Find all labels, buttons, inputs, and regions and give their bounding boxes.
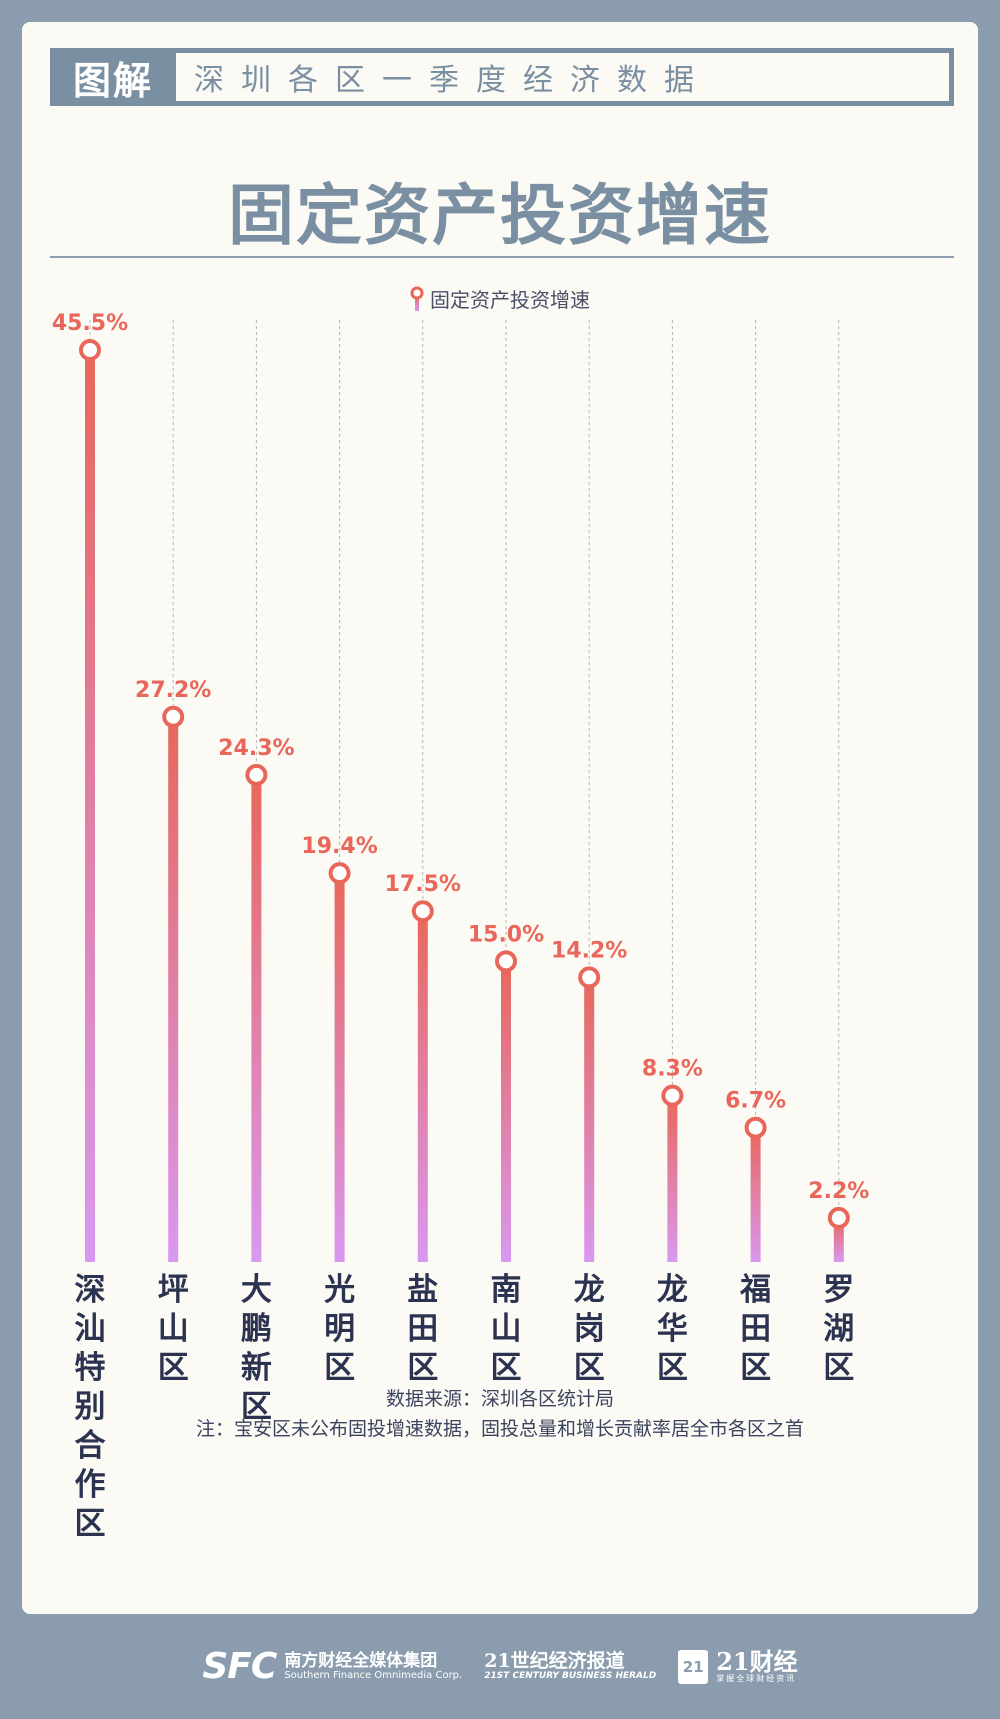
sfc-logo: SFC [202,1646,277,1687]
remark-note: 注：宝安区未公布固投增速数据，固投总量和增长贡献率居全市各区之首 [195,1418,804,1440]
lollipop-stem [417,911,428,1262]
lollipop-stem [251,774,262,1262]
cj-logo: 21 [678,1649,709,1684]
value-label: 27.2% [135,678,211,703]
sfc-name-en: Southern Finance Omnimedia Corp. [284,1670,463,1682]
value-label: 17.5% [385,872,461,897]
header-tag: 图解 [72,57,153,103]
category-label: 光明区 [324,1272,355,1386]
lollipop-stem [584,977,595,1262]
title-divider [50,256,954,258]
header-subtitle: 深圳各区一季度经济数据 [176,53,949,101]
cj-name-cn: 21财经 [716,1646,798,1676]
lollipop-marker [411,900,434,923]
lollipop-stem [833,1217,844,1262]
sfc-brand: SFC 南方财经全媒体集团 Southern Finance Omnimedia… [202,1646,462,1687]
lollipop-marker [661,1084,684,1107]
lollipop-stem [334,873,345,1262]
value-label: 6.7% [725,1089,786,1114]
category-label: 大鹏新区 [241,1272,272,1425]
lollipop-marker [79,339,101,361]
sfc-name-cn: 南方财经全媒体集团 [284,1650,438,1671]
cj-slogan: 掌握全球财经资讯 [716,1674,797,1684]
cj-brand: 21 21财经 掌握全球财经资讯 [678,1646,798,1684]
value-label: 2.2% [808,1179,869,1204]
category-label: 福田区 [739,1272,771,1386]
value-label: 19.4% [301,834,377,859]
category-label: 盐田区 [407,1272,438,1386]
legend-label: 固定资产投资增速 [430,288,590,312]
lollipop-marker [328,862,351,885]
lollipop-stem [501,961,511,1262]
lollipop-stem [85,350,95,1262]
lollipop-marker [162,705,185,728]
chart-legend: 固定资产投资增速 [22,284,978,313]
herald-name-cn: 21世纪经济报道 [484,1650,625,1673]
chart-title: 固定资产投资增速 [228,177,772,254]
value-label: 8.3% [642,1057,703,1082]
lollipop-marker [827,1206,850,1229]
category-label: 深汕特别合作区 [75,1272,106,1542]
lollipop-marker [495,950,517,973]
category-label: 南山区 [491,1272,522,1386]
lollipop-stem [667,1095,678,1262]
value-label: 14.2% [551,938,627,963]
herald-brand: 21世纪经济报道 21ST CENTURY BUSINESS HERALD [484,1651,656,1682]
category-label: 龙华区 [657,1272,688,1386]
lollipop-stem [750,1127,761,1262]
category-label: 龙岗区 [574,1272,605,1386]
value-label: 24.3% [218,736,294,761]
category-label: 罗湖区 [823,1272,854,1386]
legend-marker-icon [410,286,424,311]
lollipop-marker [245,763,268,786]
herald-name-en: 21ST CENTURY BUSINESS HERALD [484,1671,657,1681]
lollipop-marker [744,1116,767,1139]
category-label: 坪山区 [158,1272,189,1386]
lollipop-marker [578,966,601,989]
value-label: 15.0% [468,922,544,947]
lollipop-stem [168,716,179,1262]
footer-brands: SFC 南方财经全媒体集团 Southern Finance Omnimedia… [0,1614,1000,1719]
lollipop-chart: 45.5% 深汕特别合作区 27.2% 坪山区 24.3% 大鹏新区 19.4% 光明区 17.… [52,311,869,1542]
infographic-card: 图解 深圳各区一季度经济数据 固定资产投资增速 固定资产投资增速 45.5% 深汕… [22,22,978,1614]
source-note: 数据来源：深圳各区统计局 [385,1388,614,1410]
value-label: 45.5% [52,311,128,336]
header-bar: 图解 深圳各区一季度经济数据 [50,48,954,106]
